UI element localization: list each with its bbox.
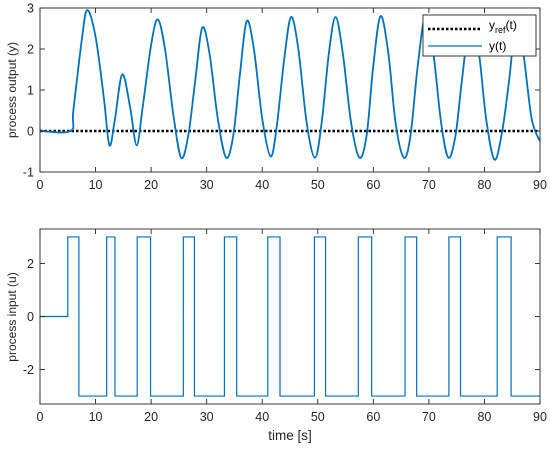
bottom-xtick-label: 70: [422, 410, 436, 424]
bottom-series-group: [40, 236, 540, 397]
bottom-ytick-label: -2: [23, 363, 34, 377]
top-xtick-label: 10: [89, 178, 103, 192]
legend-ref-t: (t): [506, 18, 517, 32]
bottom-ticks-group: 0 10 20 30 40 50 60 70 80 90 -2 0 2: [23, 229, 547, 424]
bottom-xtick-label: 50: [311, 410, 325, 424]
top-ytick-label: -1: [23, 166, 34, 180]
bottom-xtick-label: 80: [477, 410, 491, 424]
bottom-plot-area: [40, 229, 540, 404]
bottom-xtick-label: 20: [144, 410, 158, 424]
legend-ref-y: y: [489, 18, 495, 32]
legend-ref-subscript: ref: [495, 25, 506, 35]
bottom-xtick-label: 40: [255, 410, 269, 424]
bottom-xtick-label: 10: [89, 410, 103, 424]
top-xtick-label: 90: [533, 178, 547, 192]
top-xtick-label: 40: [255, 178, 269, 192]
legend-box: [422, 14, 537, 57]
top-series-line-1: [39, 9, 541, 161]
bottom-ytick-label: 2: [27, 257, 34, 271]
bottom-ylabel: process input (u): [5, 272, 19, 361]
top-xtick-label: 60: [366, 178, 380, 192]
bottom-xtick-label: 90: [533, 410, 547, 424]
top-ylabel: process output (y): [5, 42, 19, 138]
bottom-series-line-0: [40, 236, 540, 397]
top-ytick-label: 3: [27, 2, 34, 16]
top-xtick-label: 20: [144, 178, 158, 192]
bottom-xtick-label: 0: [37, 410, 44, 424]
bottom-xtick-label: 30: [200, 410, 214, 424]
bottom-xlabel: time [s]: [268, 428, 312, 443]
top-ytick-label: 2: [27, 43, 34, 57]
top-xtick-label: 30: [200, 178, 214, 192]
legend-ref-label: yref(t): [489, 18, 517, 35]
top-xtick-label: 80: [477, 178, 491, 192]
top-ytick-label: 0: [27, 125, 34, 139]
top-xtick-label: 70: [422, 178, 436, 192]
top-series-group: [39, 9, 541, 161]
top-ytick-label: 1: [27, 84, 34, 98]
legend-y-label: y(t): [489, 39, 506, 53]
top-xtick-label: 0: [37, 178, 44, 192]
bottom-axes: 0 10 20 30 40 50 60 70 80 90 -2 0 2 process input (u…: [5, 228, 547, 443]
bottom-ytick-label: 0: [27, 310, 34, 324]
bottom-xtick-label: 60: [366, 410, 380, 424]
legend: yref(t) y(t): [422, 14, 537, 57]
top-xtick-label: 50: [311, 178, 325, 192]
